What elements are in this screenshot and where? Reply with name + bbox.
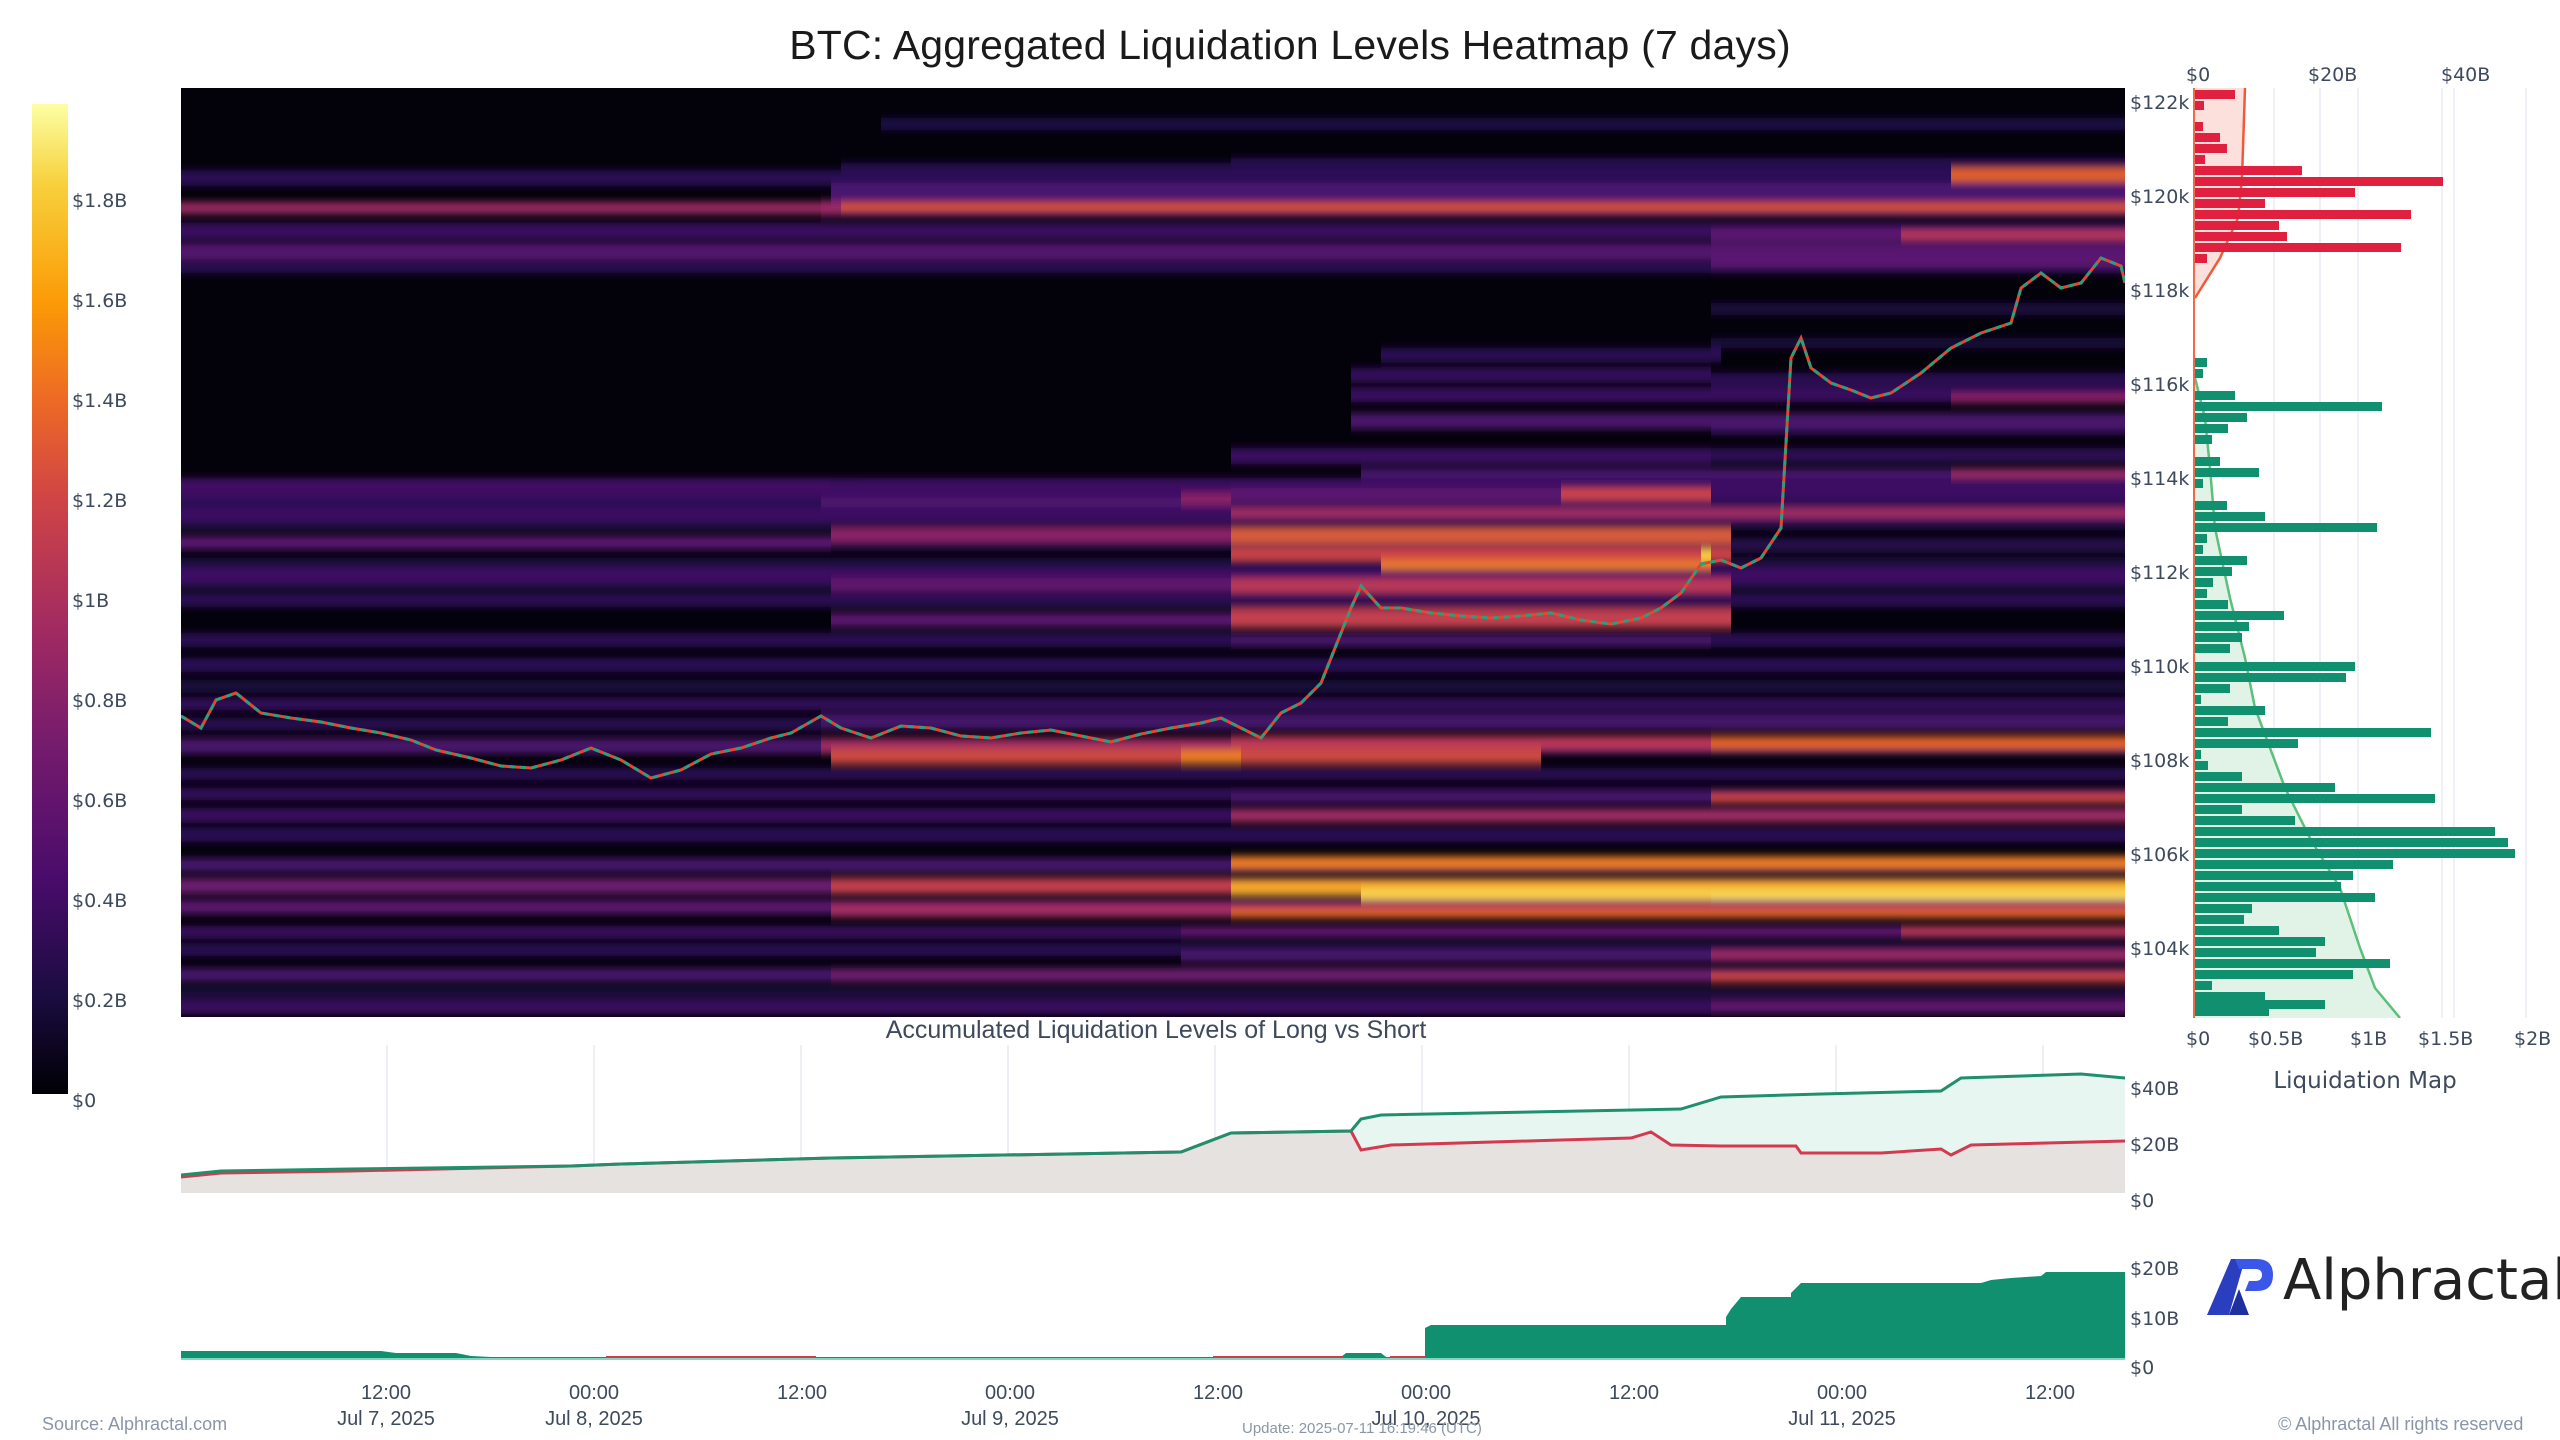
heatmap-canvas (181, 118, 2125, 1014)
price-axis-label: $110k (2130, 656, 2190, 678)
accum-axis-label: $0 (2130, 1190, 2155, 1212)
price-axis-label: $114k (2130, 468, 2190, 490)
accumulated-liquidation-chart[interactable] (181, 1045, 2125, 1193)
liq-map-title: Liquidation Map (2273, 1068, 2457, 1094)
liq-map-top-axis-label: $0 (2186, 64, 2211, 86)
x-axis-tick: 12:00 (2024, 1382, 2076, 1404)
bars-axis-label: $10B (2130, 1308, 2180, 1330)
price-axis-label: $106k (2130, 844, 2190, 866)
liq-map-bottom-axis-label: $1.5B (2418, 1028, 2474, 1050)
accum-chart-title: Accumulated Liquidation Levels of Long v… (885, 1016, 1427, 1044)
price-axis-label: $104k (2130, 938, 2190, 960)
liquidation-map-chart[interactable] (2190, 88, 2550, 1018)
liq-map-bottom-axis-label: $0 (2186, 1028, 2211, 1050)
long-short-difference-chart[interactable] (181, 1225, 2125, 1360)
x-axis-tick: 12:00 (1192, 1382, 1244, 1404)
colorbar-label: $0 (72, 1090, 97, 1112)
liq-map-bottom-axis-label: $0.5B (2248, 1028, 2304, 1050)
price-axis-label: $108k (2130, 750, 2190, 772)
colorbar-label: $0.2B (72, 990, 128, 1012)
colorbar-label: $0.4B (72, 890, 128, 912)
x-axis-tick: 00:00 Jul 8, 2025 (545, 1382, 643, 1430)
x-axis-tick: 12:00 (776, 1382, 828, 1404)
brand-name: Alphractal (2283, 1248, 2560, 1313)
update-timestamp: Update: 2025-07-11 16:19:46 (UTC) (1242, 1420, 1482, 1437)
liquidation-heatmap[interactable] (181, 88, 2125, 1017)
colorbar-label: $1.4B (72, 390, 128, 412)
colorbar (32, 104, 68, 1094)
liq-map-bottom-axis-label: $2B (2514, 1028, 2552, 1050)
x-axis-tick: 12:00 (1608, 1382, 1660, 1404)
liq-map-bottom-axis-label: $1B (2350, 1028, 2388, 1050)
accum-axis-label: $40B (2130, 1078, 2180, 1100)
x-axis-tick: 00:00 Jul 10, 2025 (1371, 1382, 1481, 1430)
chart-title: BTC: Aggregated Liquidation Levels Heatm… (789, 22, 1791, 68)
x-axis-tick: 00:00 Jul 9, 2025 (961, 1382, 1059, 1430)
price-axis-label: $120k (2130, 186, 2190, 208)
colorbar-label: $1.8B (72, 190, 128, 212)
source-text: Source: Alphractal.com (42, 1414, 228, 1434)
liq-map-top-axis-label: $20B (2308, 64, 2358, 86)
price-axis-label: $118k (2130, 280, 2190, 302)
x-axis-tick: 12:00 Jul 7, 2025 (337, 1382, 435, 1430)
price-axis-label: $112k (2130, 562, 2190, 584)
bars-axis-label: $20B (2130, 1258, 2180, 1280)
colorbar-label: $1.6B (72, 290, 128, 312)
accum-axis-label: $20B (2130, 1134, 2180, 1156)
colorbar-label: $0.6B (72, 790, 128, 812)
colorbar-label: $1.2B (72, 490, 128, 512)
bars-axis-label: $0 (2130, 1357, 2155, 1379)
copyright-text: © Alphractal All rights reserved (2278, 1414, 2524, 1434)
price-axis-label: $116k (2130, 374, 2190, 396)
colorbar-label: $0.8B (72, 690, 128, 712)
alphractal-logo-icon (2207, 1259, 2273, 1315)
colorbar-label: $1B (72, 590, 110, 612)
x-axis-tick: 00:00 Jul 11, 2025 (1788, 1382, 1896, 1430)
liq-map-top-axis-label: $40B (2441, 64, 2491, 86)
price-axis-label: $122k (2130, 92, 2190, 114)
